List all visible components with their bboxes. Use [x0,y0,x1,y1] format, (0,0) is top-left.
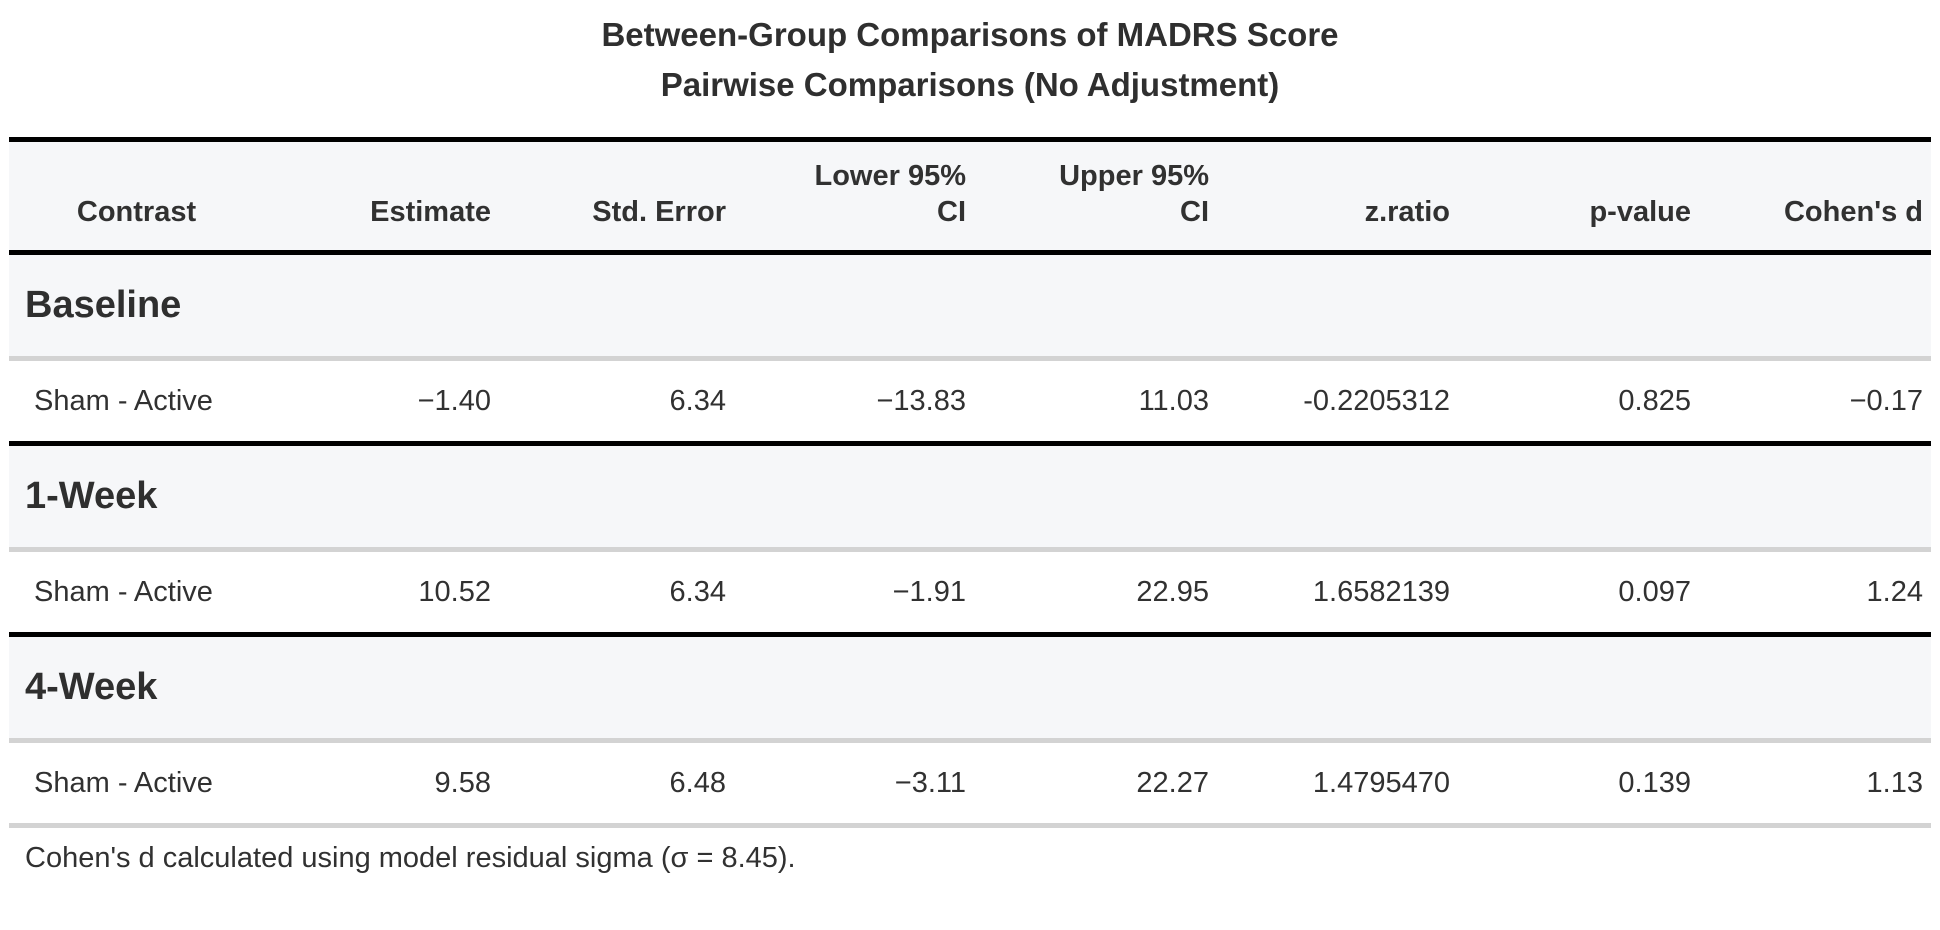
header-row: Contrast Estimate Std. Error Lower 95% C… [9,139,1931,253]
col-header-z-ratio: z.ratio [1217,139,1458,253]
cell-p-value: 0.097 [1458,549,1699,635]
cell-estimate: 10.52 [264,549,499,635]
col-header-upper-ci: Upper 95% CI [974,139,1217,253]
col-header-lower-ci: Lower 95% CI [734,139,974,253]
cell-upper-ci: 11.03 [974,358,1217,444]
cell-z-ratio: 1.6582139 [1217,549,1458,635]
cell-cohens-d: 1.13 [1699,740,1931,826]
madrs-comparison-report: Between-Group Comparisons of MADRS Score… [9,16,1931,874]
group-label-baseline: Baseline [9,252,1931,359]
group-label-1-week: 1-Week [9,443,1931,550]
group-row-baseline: Baseline [9,252,1931,359]
cell-upper-ci: 22.27 [974,740,1217,826]
cell-z-ratio: -0.2205312 [1217,358,1458,444]
cell-upper-ci: 22.95 [974,549,1217,635]
cell-cohens-d: 1.24 [1699,549,1931,635]
table-footnote: Cohen's d calculated using model residua… [25,842,796,874]
data-row-baseline-sham-active: Sham - Active −1.40 6.34 −13.83 11.03 -0… [9,358,1931,444]
cell-lower-ci: −1.91 [734,549,974,635]
col-header-p-value: p-value [1458,139,1699,253]
data-row-1-week-sham-active: Sham - Active 10.52 6.34 −1.91 22.95 1.6… [9,549,1931,635]
comparisons-table: Contrast Estimate Std. Error Lower 95% C… [9,137,1931,828]
col-header-estimate: Estimate [264,139,499,253]
table-body: Baseline Sham - Active −1.40 6.34 −13.83… [9,252,1931,826]
cell-estimate: 9.58 [264,740,499,826]
cell-std-error: 6.34 [499,358,734,444]
cell-std-error: 6.34 [499,549,734,635]
cell-std-error: 6.48 [499,740,734,826]
cell-contrast: Sham - Active [9,549,264,635]
group-row-4-week: 4-Week [9,634,1931,741]
table-subtitle: Pairwise Comparisons (No Adjustment) [660,66,1280,103]
cell-p-value: 0.139 [1458,740,1699,826]
table-title: Between-Group Comparisons of MADRS Score [601,16,1339,53]
cell-lower-ci: −13.83 [734,358,974,444]
cell-lower-ci: −3.11 [734,740,974,826]
cell-cohens-d: −0.17 [1699,358,1931,444]
col-header-std-error: Std. Error [499,139,734,253]
data-row-4-week-sham-active: Sham - Active 9.58 6.48 −3.11 22.27 1.47… [9,740,1931,826]
cell-z-ratio: 1.4795470 [1217,740,1458,826]
cell-estimate: −1.40 [264,358,499,444]
col-header-cohens-d: Cohen's d [1699,139,1931,253]
table-header: Contrast Estimate Std. Error Lower 95% C… [9,139,1931,253]
group-row-1-week: 1-Week [9,443,1931,550]
cell-contrast: Sham - Active [9,740,264,826]
cell-contrast: Sham - Active [9,358,264,444]
cell-p-value: 0.825 [1458,358,1699,444]
group-label-4-week: 4-Week [9,634,1931,741]
col-header-contrast: Contrast [9,139,264,253]
